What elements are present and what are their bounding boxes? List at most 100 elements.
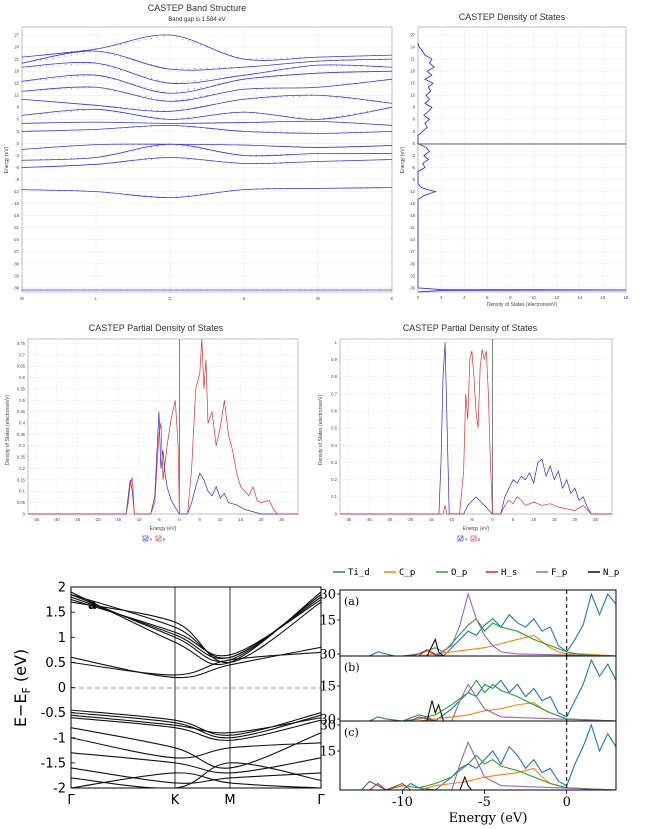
band-marker [379, 80, 381, 81]
band-line [21, 62, 393, 84]
band-marker [64, 88, 66, 90]
band-marker [342, 153, 344, 154]
pdos1-legend-p-box[interactable] [155, 535, 162, 542]
band-structure-2-panel: 2 1.5 1 0.5 0 -0.5 -1 -1.5 -2 Γ K M Γ a E−EF (eV) [11, 581, 325, 809]
band-marker [188, 158, 189, 160]
pdos1-legend-s-box[interactable] [142, 535, 149, 542]
band-marker [274, 145, 276, 147]
pdos2-legend-s-box[interactable] [457, 535, 464, 542]
dos-y-tick-label: -12 [409, 189, 416, 194]
band-marker [126, 113, 128, 114]
band-marker [348, 59, 350, 61]
band-marker [77, 110, 78, 112]
band-marker [114, 106, 115, 108]
band-marker [175, 68, 177, 70]
band-marker [255, 65, 257, 67]
band-marker [311, 118, 313, 120]
band-marker [157, 79, 159, 81]
band-marker [27, 148, 29, 150]
band-marker [132, 72, 134, 74]
band-marker [200, 115, 202, 117]
bs-y-tick-label: -12 [13, 189, 20, 194]
band-marker [317, 72, 319, 74]
dos-y-tick-label: 0 [413, 141, 416, 146]
p1-x-tick-label: 20 [259, 517, 264, 522]
band-marker [107, 289, 109, 291]
band-marker [385, 124, 387, 126]
band-marker [40, 100, 41, 102]
pdos2-series [340, 342, 612, 515]
band-marker [101, 64, 103, 66]
bs2-x-tick-label: K [171, 793, 180, 808]
band-marker [188, 68, 189, 70]
band-marker [163, 144, 165, 146]
bs-y-tick-label: -9 [15, 177, 19, 182]
band-marker [138, 126, 140, 128]
band-marker [379, 131, 381, 133]
band-marker [274, 114, 276, 116]
band-marker [366, 59, 368, 61]
band-marker [292, 153, 294, 155]
band-marker [237, 144, 239, 146]
band-marker [52, 289, 54, 291]
dos-x-tick-label: 12 [554, 295, 559, 300]
band-marker [249, 98, 251, 100]
band-marker [206, 85, 208, 87]
p2-x-tick-label: -5 [470, 517, 474, 522]
band-marker [83, 190, 85, 192]
band-marker [114, 55, 115, 57]
band-marker [231, 90, 233, 92]
band-marker [46, 58, 48, 60]
band-marker [175, 91, 177, 93]
band-marker [206, 127, 208, 129]
band-marker [52, 122, 54, 124]
dos-y-tick-label: 6 [413, 117, 416, 122]
dos-y-tick-label: -18 [409, 213, 416, 218]
band-line [21, 187, 393, 199]
bs-x-tick-label: K [391, 296, 394, 301]
band-marker [311, 95, 313, 97]
band-marker [231, 112, 233, 114]
band-marker [144, 108, 146, 110]
band-marker [138, 122, 140, 124]
band-marker [354, 112, 356, 114]
band-marker [64, 102, 66, 104]
band-marker [101, 121, 103, 123]
band-marker [379, 71, 381, 72]
subpanel-series [340, 658, 616, 721]
band-marker [120, 80, 122, 82]
band-marker [40, 147, 41, 149]
band-marker [46, 53, 48, 55]
band-marker [157, 196, 159, 198]
bs2-y-tick-label: 0.5 [45, 656, 66, 671]
band-line [71, 599, 321, 657]
p2-y-tick-label: 0.1 [331, 494, 337, 499]
band-marker [212, 103, 214, 105]
subpanel-y-tick-label: 30 [319, 719, 336, 734]
band-marker [120, 289, 122, 291]
band-marker [70, 51, 72, 53]
p2-y-tick-label: 0.6 [331, 408, 337, 413]
band-marker [360, 153, 362, 154]
band-marker [268, 121, 270, 123]
band-marker [175, 99, 177, 101]
panel-label-a: a [88, 598, 97, 613]
band-marker [52, 53, 54, 55]
band-marker [225, 289, 226, 291]
band-marker [70, 64, 72, 65]
band-marker [329, 65, 331, 66]
band-marker [360, 123, 362, 125]
band-marker [194, 88, 196, 90]
pdos2-legend-p-box[interactable] [470, 535, 477, 542]
band-marker [144, 148, 146, 150]
pdos2-legend-p-check-icon [471, 536, 476, 541]
band-marker [212, 150, 214, 152]
band-marker [218, 122, 220, 124]
band-marker [70, 164, 72, 166]
band-marker [58, 52, 60, 54]
band-marker [95, 191, 97, 193]
band-marker [280, 96, 282, 98]
band-marker [169, 92, 171, 94]
band-marker [274, 97, 276, 99]
band-marker [379, 159, 381, 161]
